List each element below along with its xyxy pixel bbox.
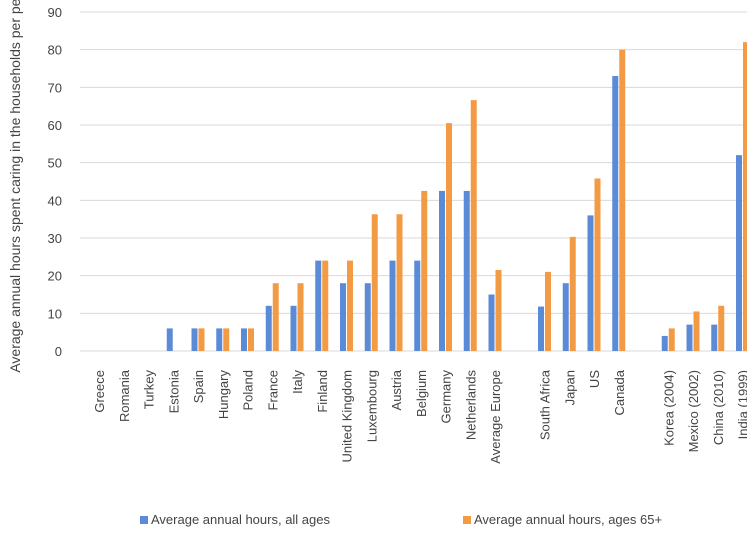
- x-tick-label: Spain: [191, 370, 206, 403]
- legend-label-65-plus: Average annual hours, ages 65+: [474, 512, 663, 527]
- x-tick-label: Belgium: [414, 370, 429, 417]
- x-tick-label: Estonia: [166, 369, 181, 413]
- legend-label-all-ages: Average annual hours, all ages: [151, 512, 330, 527]
- x-tick-label: Average Europe: [488, 370, 503, 464]
- bar-65-plus: [470, 100, 477, 351]
- bar-all-ages: [661, 335, 668, 351]
- x-tick-label: Canada: [612, 369, 627, 415]
- y-tick-label: 90: [48, 5, 62, 20]
- bar-all-ages: [216, 328, 223, 351]
- bar-65-plus: [421, 190, 428, 351]
- bar-65-plus: [248, 328, 254, 351]
- bar-all-ages: [463, 190, 470, 351]
- bars: [166, 42, 747, 352]
- y-tick-label: 20: [48, 269, 62, 284]
- bar-all-ages: [414, 260, 421, 351]
- y-axis-ticks: 0 10 20 30 40 50 60 70 80 90: [48, 5, 62, 359]
- x-tick-label: Mexico (2002): [686, 370, 701, 452]
- legend-item-65-plus: Average annual hours, ages 65+: [463, 512, 662, 527]
- bar-all-ages: [612, 76, 619, 352]
- y-tick-label: 40: [48, 193, 62, 208]
- bar-all-ages: [166, 328, 173, 351]
- bar-65-plus: [272, 283, 279, 351]
- x-tick-label: Austria: [389, 369, 404, 410]
- x-tick-label: China (2010): [711, 370, 726, 445]
- legend-swatch-65-plus: [463, 515, 471, 524]
- x-tick-label: Japan: [562, 370, 577, 405]
- x-tick-label: Romania: [117, 369, 132, 422]
- x-tick-label: Netherlands: [463, 370, 478, 441]
- bar-65-plus: [668, 328, 675, 351]
- x-tick-label: Hungary: [216, 370, 231, 420]
- bar-all-ages: [340, 283, 346, 351]
- y-tick-label: 0: [55, 344, 62, 359]
- gridlines: [80, 11, 747, 352]
- bar-all-ages: [265, 305, 272, 351]
- bar-all-ages: [315, 260, 322, 351]
- bar-all-ages: [562, 283, 569, 351]
- bar-65-plus: [322, 260, 329, 351]
- y-tick-label: 70: [48, 80, 62, 95]
- x-tick-label: Poland: [241, 370, 256, 410]
- bar-all-ages: [290, 305, 297, 351]
- bar-all-ages: [488, 294, 495, 351]
- x-tick-label: Italy: [290, 370, 305, 394]
- bar-65-plus: [693, 311, 700, 351]
- bar-all-ages: [736, 155, 742, 351]
- x-axis-ticks: Greece Romania Turkey Estonia Spain Hungary Po…: [92, 369, 747, 463]
- bar-65-plus: [371, 214, 378, 351]
- x-tick-label: United Kingdom: [340, 370, 355, 463]
- bar-all-ages: [538, 306, 544, 351]
- bar-65-plus: [545, 271, 551, 351]
- x-tick-label: Germany: [439, 370, 454, 424]
- bar-all-ages: [389, 260, 396, 351]
- bar-all-ages: [711, 324, 718, 351]
- bar-65-plus: [743, 42, 747, 352]
- y-tick-label: 30: [48, 231, 62, 246]
- x-tick-label: Greece: [92, 370, 107, 413]
- y-tick-label: 50: [48, 156, 62, 171]
- legend-swatch-all-ages: [140, 515, 148, 524]
- bar-65-plus: [347, 260, 353, 351]
- bar-all-ages: [191, 328, 198, 351]
- bar-65-plus: [495, 270, 502, 351]
- x-tick-label: South Africa: [538, 369, 553, 440]
- bar-65-plus: [594, 178, 601, 351]
- bar-65-plus: [619, 49, 626, 352]
- bar-all-ages: [241, 328, 247, 351]
- bar-65-plus: [396, 214, 403, 351]
- bar-65-plus: [569, 236, 576, 351]
- bar-65-plus: [297, 283, 304, 351]
- bar-all-ages: [439, 190, 445, 351]
- x-tick-label: France: [265, 370, 280, 410]
- legend: Average annual hours, all ages Average a…: [0, 512, 747, 532]
- bar-65-plus: [198, 328, 205, 351]
- x-tick-label: Luxembourg: [364, 370, 379, 442]
- bar-65-plus: [718, 305, 725, 351]
- x-tick-label: India (1999): [736, 370, 747, 439]
- legend-item-all-ages: Average annual hours, all ages: [140, 512, 330, 527]
- x-tick-label: Korea (2004): [661, 370, 676, 446]
- x-tick-label: Turkey: [142, 370, 157, 410]
- bar-all-ages: [587, 215, 594, 351]
- y-tick-label: 10: [48, 306, 62, 321]
- bar-all-ages: [364, 283, 371, 351]
- bar-all-ages: [686, 324, 693, 351]
- bar-65-plus: [446, 123, 452, 351]
- y-axis-label: Average annual hours spent caring in the…: [7, 0, 23, 373]
- y-tick-label: 80: [48, 43, 62, 58]
- bar-65-plus: [223, 328, 230, 351]
- y-tick-label: 60: [48, 118, 62, 133]
- x-tick-label: US: [587, 370, 602, 388]
- x-tick-label: Finland: [315, 370, 330, 413]
